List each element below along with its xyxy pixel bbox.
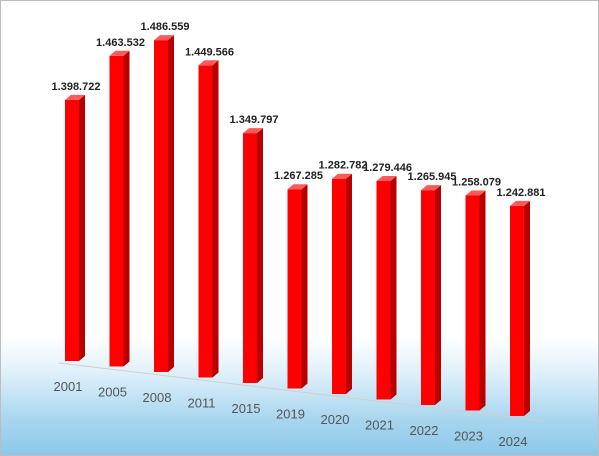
value-label-2020: 1.282.782 [319, 160, 368, 172]
value-label-2023: 1.258.079 [452, 177, 501, 189]
bar-top-2019 [287, 184, 308, 190]
category-label-2020: 2020 [321, 412, 350, 427]
category-label-2001: 2001 [54, 379, 83, 394]
bar-top-2008 [154, 35, 174, 41]
bar-front-2022 [421, 190, 435, 405]
bar-side-2019 [301, 184, 308, 389]
bar-front-2001 [65, 99, 79, 361]
category-label-2008: 2008 [143, 390, 172, 405]
bar-top-2015 [243, 128, 263, 134]
bar-2020 [332, 173, 352, 394]
bar-2001 [65, 94, 85, 361]
value-label-2005: 1.463.532 [96, 37, 145, 49]
value-label-2019: 1.267.285 [274, 170, 323, 182]
bar-side-2023 [479, 190, 486, 411]
category-label-2019: 2019 [276, 407, 305, 422]
bar-2015 [243, 128, 263, 383]
value-label-2011: 1.449.566 [185, 46, 234, 58]
bar-2008 [154, 35, 174, 372]
bar-2021 [376, 175, 397, 400]
bar-side-2020 [346, 173, 352, 394]
category-label-2023: 2023 [454, 429, 483, 444]
category-label-2021: 2021 [365, 418, 394, 433]
category-label-2015: 2015 [232, 401, 261, 416]
bar-front-2019 [287, 189, 302, 389]
bar-top-2005 [109, 50, 130, 56]
bar-2023 [465, 190, 486, 411]
category-label-2005: 2005 [98, 385, 127, 400]
bar-2024 [510, 200, 530, 416]
value-label-2022: 1.265.945 [408, 171, 457, 183]
baseline-axis [58, 362, 544, 422]
bar-top-2021 [376, 175, 397, 181]
bar-front-2021 [376, 180, 391, 400]
value-label-2001: 1.398.722 [52, 81, 101, 93]
value-label-2008: 1.486.559 [141, 21, 190, 33]
bar-top-2020 [332, 173, 352, 179]
bar-2022 [421, 185, 441, 405]
bar-front-2015 [243, 133, 257, 383]
value-label-2015: 1.349.797 [230, 114, 279, 126]
bar-top-2024 [510, 200, 530, 206]
value-label-2021: 1.279.446 [363, 162, 412, 174]
bar-2011 [198, 60, 219, 378]
bar-front-2011 [198, 65, 213, 378]
value-label-2024: 1.242.881 [497, 187, 546, 199]
bar-top-2001 [65, 94, 85, 100]
bar-top-2022 [421, 185, 441, 191]
bar-top-2011 [198, 60, 219, 66]
bar-2019 [287, 184, 308, 389]
bars-layer [65, 35, 530, 416]
labels-layer: 1.398.722 2001 1.463.532 2005 1.486.559 2008 1… [52, 21, 546, 449]
category-label-2011: 2011 [188, 396, 216, 411]
bar-side-2001 [79, 94, 85, 361]
bar-side-2015 [257, 128, 263, 383]
bar-front-2023 [465, 195, 480, 411]
bar-top-2023 [465, 190, 486, 196]
bar-front-2005 [109, 55, 124, 367]
bar-side-2011 [212, 60, 219, 378]
category-label-2022: 2022 [410, 423, 439, 438]
category-label-2024: 2024 [499, 434, 528, 449]
bar-front-2024 [510, 205, 524, 416]
bar-side-2021 [390, 175, 397, 400]
bar-side-2022 [435, 185, 441, 405]
bar-2005 [109, 50, 130, 367]
bar-side-2005 [123, 50, 130, 367]
bar-side-2008 [168, 35, 174, 372]
bar-front-2008 [154, 40, 168, 372]
bar-side-2024 [524, 200, 530, 416]
bar-front-2020 [332, 178, 346, 394]
